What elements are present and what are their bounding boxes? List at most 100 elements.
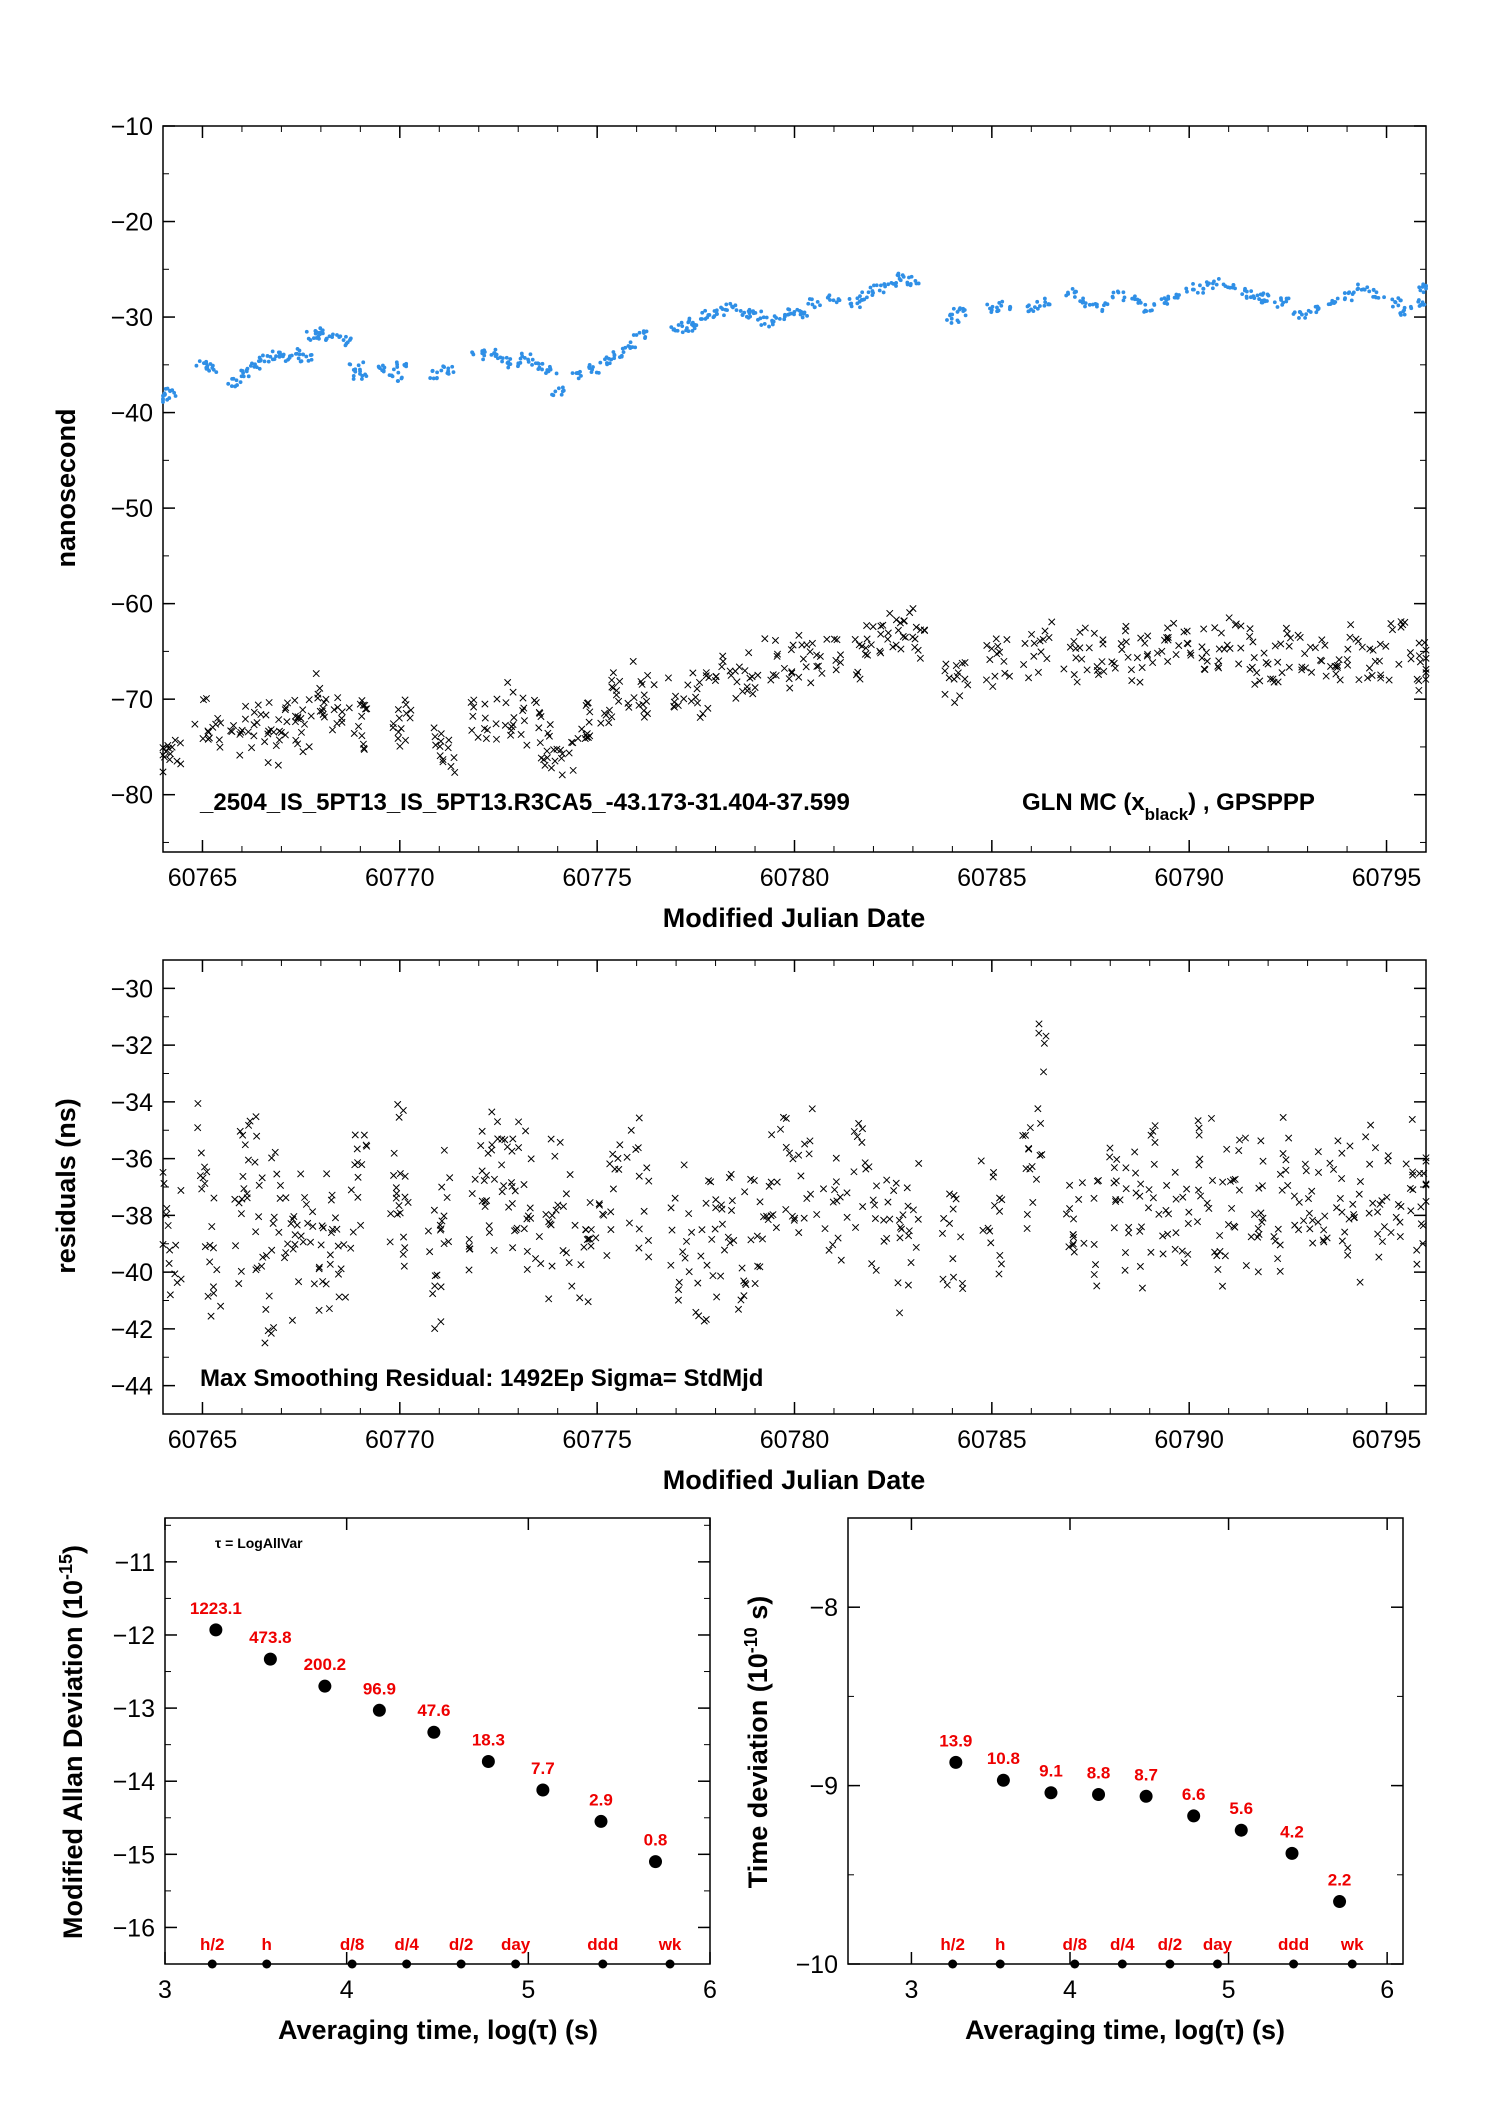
top-series-0-point: [435, 370, 439, 375]
top-series-1-point: [584, 733, 593, 742]
top-series-0-point: [1000, 299, 1005, 304]
allan-point-label: 2.9: [589, 1790, 613, 1809]
middle-series-0-point: [515, 1118, 523, 1126]
top-series-0-point: [258, 358, 263, 362]
middle-series-0-point: [480, 1177, 488, 1185]
middle-series-0-point: [907, 1258, 915, 1267]
middle-series-0-point: [262, 1252, 270, 1260]
middle-series-0-point: [390, 1171, 398, 1180]
top-series-1-point: [1260, 649, 1268, 657]
top-series-0-point: [1332, 299, 1336, 304]
top-series-0-point: [551, 393, 556, 398]
top-series-0-point: [1279, 298, 1283, 302]
middle-series-0-point: [310, 1280, 318, 1288]
top-series-0-point: [226, 381, 231, 386]
top-series-0-point: [442, 365, 447, 369]
top-series-0-point: [1402, 308, 1407, 313]
top-series-0-point: [963, 313, 968, 318]
allan-data-point: [594, 1814, 608, 1828]
top-series-1-point: [1271, 642, 1279, 650]
middle-series-0-point: [1254, 1233, 1262, 1241]
top-series-1-point: [1164, 624, 1172, 632]
top-series-0-point: [504, 355, 509, 360]
top-series-1-point: [1387, 620, 1395, 628]
middle-series-0-point: [635, 1244, 643, 1252]
top-series-1-point: [1246, 625, 1254, 633]
top-series-1-point: [1128, 677, 1136, 685]
top-series-1-point: [877, 622, 885, 630]
top-series-0-point: [849, 301, 854, 306]
top-series-0-point: [748, 314, 753, 319]
top-series-1-point: [773, 650, 782, 658]
top-series-1-point: [437, 730, 445, 738]
middle-series-0-point: [945, 1219, 954, 1228]
top-series-0-point: [1326, 302, 1331, 307]
middle-series-0-point: [1025, 1145, 1033, 1153]
top-series-0-point: [1122, 295, 1127, 300]
top-series-0-point: [450, 364, 455, 369]
middle-series-0-point: [1300, 1217, 1308, 1225]
top-series-1-point: [767, 676, 775, 684]
top-series-1-point: [1421, 638, 1429, 647]
top-series-1-point: [1415, 686, 1423, 694]
tdev-y-axis-label: Time deviation (10-10 s): [741, 1596, 773, 1889]
top-series-0-point: [626, 344, 631, 348]
top-series-0-point: [722, 313, 726, 318]
top-series-0-point: [404, 361, 409, 366]
middle-series-0-point: [595, 1201, 604, 1209]
top-series-0-point: [396, 379, 400, 383]
top-series-1-point: [1048, 618, 1056, 626]
top-series-0-point: [810, 302, 815, 307]
top-series-1-point: [1298, 666, 1306, 674]
top-series-0-point: [807, 297, 812, 301]
top-series-1-point: [625, 703, 633, 711]
top-series-1-point: [746, 674, 754, 682]
middle-series-0-point: [1422, 1181, 1430, 1189]
top-series-0-point: [818, 303, 822, 308]
middle-y-tick-label: −32: [111, 1032, 153, 1060]
top-series-1-point: [520, 717, 528, 725]
top-series-0-point: [1374, 295, 1378, 300]
middle-series-0-point: [323, 1170, 331, 1178]
top-series-1-point: [802, 663, 810, 671]
top-series-0-point: [913, 279, 918, 283]
middle-series-0-point: [789, 1155, 797, 1163]
top-series-1-point: [1083, 666, 1091, 674]
top-series-0-point: [896, 271, 901, 276]
top-series-0-point: [909, 274, 914, 279]
top-series-1-point: [523, 741, 531, 749]
top-series-1-point: [281, 706, 289, 714]
middle-series-0-point: [1034, 1105, 1042, 1113]
middle-x-tick-label: 60765: [168, 1426, 238, 1454]
top-series-0-point: [561, 388, 566, 393]
top-series-1-point: [1321, 641, 1329, 649]
middle-series-0-point: [1042, 1032, 1050, 1040]
middle-series-0-point: [767, 1178, 775, 1186]
top-series-0-point: [522, 356, 527, 360]
top-series-0-point: [733, 303, 738, 308]
tdev-marker-dot: [1212, 1959, 1222, 1969]
top-series-1-point: [509, 721, 517, 729]
top-series-1-point: [684, 681, 692, 689]
top-series-0-point: [299, 359, 304, 364]
top-series-1-point: [361, 705, 370, 713]
middle-series-0-point: [1019, 1131, 1027, 1140]
top-series-1-point: [481, 714, 489, 722]
top-series-1-point: [568, 738, 576, 746]
middle-series-0-point: [894, 1279, 902, 1287]
top-series-0-point: [847, 297, 852, 301]
top-series-0-point: [738, 309, 743, 313]
top-series-0-point: [758, 316, 763, 321]
middle-series-0-point: [843, 1213, 851, 1221]
middle-series-0-point: [1150, 1160, 1158, 1168]
top-series-0-point: [495, 356, 500, 361]
top-series-0-point: [782, 317, 787, 322]
top-series-1-point: [322, 695, 330, 703]
top-series-1-point: [1395, 660, 1403, 668]
top-series-1-point: [1307, 668, 1316, 676]
middle-series-0-point: [396, 1170, 404, 1178]
middle-series-0-point: [713, 1293, 721, 1301]
top-y-tick-label: −50: [111, 495, 153, 523]
middle-series-0-point: [795, 1229, 803, 1237]
allan-marker-dot: [347, 1959, 357, 1969]
